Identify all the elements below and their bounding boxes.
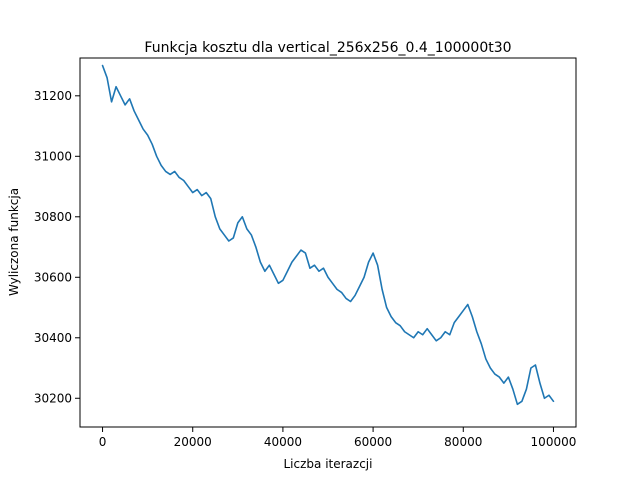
x-tick-label: 60000 — [354, 435, 392, 449]
y-tick-label: 30800 — [34, 210, 72, 224]
x-tick-label: 80000 — [444, 435, 482, 449]
plot-frame — [79, 57, 577, 428]
x-tick-label: 40000 — [264, 435, 302, 449]
x-tick-label: 20000 — [174, 435, 212, 449]
x-axis-label: Liczba iterazcji — [284, 457, 373, 471]
y-tick-label: 31200 — [34, 89, 72, 103]
y-axis-label: Wyliczona funkcja — [7, 188, 21, 296]
y-tick-label: 31000 — [34, 149, 72, 163]
y-tick-label: 30400 — [34, 331, 72, 345]
x-tick-label: 100000 — [531, 435, 577, 449]
y-tick-label: 30600 — [34, 270, 72, 284]
chart-title: Funkcja kosztu dla vertical_256x256_0.4_… — [144, 40, 511, 56]
x-tick-label: 0 — [99, 435, 107, 449]
data-series-line-1 — [101, 64, 555, 406]
y-tick-label: 30200 — [34, 391, 72, 405]
